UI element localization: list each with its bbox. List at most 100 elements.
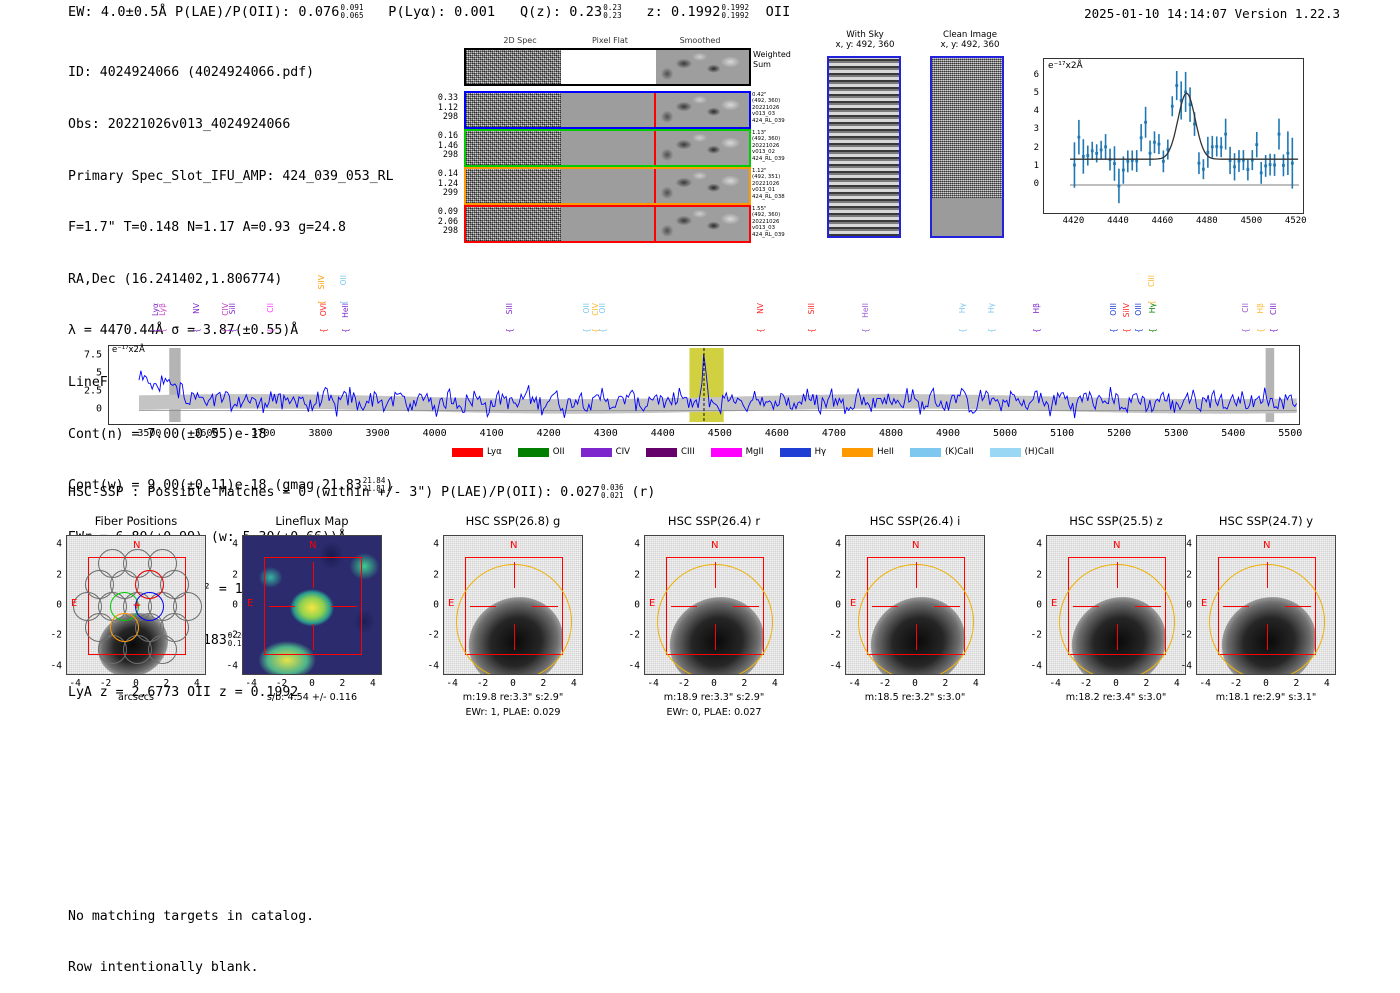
- line-id-label: OIII: [1109, 303, 1119, 316]
- tick-label: 4: [433, 538, 439, 550]
- panel-image-0[interactable]: + N E: [66, 535, 206, 675]
- tick-label: -2: [275, 678, 288, 689]
- tick-label: 3900: [365, 428, 390, 439]
- crosshair-right: [1135, 605, 1161, 607]
- tick-label: -2: [226, 629, 238, 641]
- legend-entry: CIV: [580, 447, 631, 457]
- tick-label: -2: [99, 678, 112, 689]
- tick-label: 4: [193, 678, 200, 689]
- tick-label: 4: [369, 678, 376, 689]
- line-id-label: OII: [339, 275, 349, 286]
- fiber-strip-2[interactable]: [464, 129, 751, 167]
- tick-label: -4: [848, 678, 860, 689]
- crosshair-top: [312, 562, 314, 588]
- hsc-plae-fraction: 0.036 0.021: [600, 483, 624, 500]
- crosshair-top: [714, 562, 716, 588]
- tick-label: 4400: [650, 428, 675, 439]
- panel-caption1-1: s/b: 4.54 +/- 0.116: [266, 692, 358, 703]
- tick-label: 4000: [422, 428, 447, 439]
- legend-label: HeII: [877, 447, 894, 457]
- header-summary-prefix: EW: 4.0±0.5Å P(LAE)/P(OII): 0.076: [68, 4, 340, 20]
- line-id-label: Lyβ: [157, 303, 167, 316]
- crosshair-bottom: [1266, 624, 1268, 650]
- panel-caption1-3: m:18.9 re:3.3" s:2.9": [663, 692, 765, 703]
- tick-label: 0: [634, 599, 640, 611]
- tick-label: 5100: [1050, 428, 1075, 439]
- tick-label: 4100: [479, 428, 504, 439]
- hsc-ssp-header: HSC-SSP : Possible Matches = 0 (within +…: [68, 483, 656, 501]
- tick-label: 4700: [821, 428, 846, 439]
- fiber-strip-1[interactable]: [464, 91, 751, 129]
- tick-label: -2: [476, 678, 489, 689]
- weighted-sum-strip: [464, 48, 751, 86]
- legend-label: OII: [552, 447, 565, 457]
- legend-swatch: [646, 447, 678, 457]
- legend-entry: HeII: [842, 447, 894, 457]
- tick-label: 4: [1186, 538, 1192, 550]
- tick-label: 0: [433, 599, 439, 611]
- with-sky-image[interactable]: [827, 56, 901, 238]
- tick-label: 2: [634, 569, 640, 581]
- crosshair-bottom: [1116, 624, 1118, 650]
- line-id-label: OII: [582, 303, 592, 314]
- tick-label: 4: [835, 538, 841, 550]
- tick-label: 4: [634, 538, 640, 550]
- line-id-bracket: {: [1133, 328, 1143, 334]
- fiber-circle[interactable]: [147, 634, 177, 664]
- tick-label: 0: [309, 678, 315, 689]
- tick-label: 2: [540, 678, 547, 689]
- clean-image-image[interactable]: [930, 56, 1004, 238]
- north-label: N: [133, 540, 141, 551]
- fiber2-smoothed: [656, 131, 749, 165]
- spectrum-highlight-band: [1265, 348, 1275, 422]
- line-id-bracket: {: [227, 328, 237, 334]
- fiber-circle-highlighted[interactable]: [135, 591, 164, 621]
- line-id-bracket: {: [504, 328, 514, 334]
- fiber-circle-highlighted[interactable]: [110, 613, 139, 642]
- line-id-bracket: {: [157, 328, 167, 334]
- line-id-label: Hγ: [958, 303, 968, 314]
- legend-label: (H)CaII: [1024, 447, 1055, 457]
- tick-label: 2: [163, 678, 170, 689]
- tick-label: 0: [1186, 599, 1192, 611]
- crosshair-bottom: [915, 624, 917, 650]
- tick-label: -4: [1180, 660, 1192, 672]
- tick-label: 4: [56, 538, 62, 550]
- crosshair-right: [532, 605, 558, 607]
- tick-label: -4: [446, 678, 458, 689]
- line-id-bracket: {: [192, 328, 202, 334]
- tick-label: 4800: [878, 428, 904, 439]
- tick-label: 5200: [1107, 428, 1132, 439]
- fiber-strip-3[interactable]: [464, 167, 751, 205]
- east-label: E: [247, 598, 254, 609]
- crosshair-left: [1073, 605, 1099, 607]
- tick-label: 2: [942, 678, 949, 689]
- line-id-label: Hγ: [986, 303, 996, 314]
- target-marker: +: [133, 598, 141, 613]
- fiber-strip-4[interactable]: [464, 205, 751, 243]
- crosshair-right: [331, 605, 357, 607]
- tick-label: 4420: [1062, 216, 1085, 226]
- fiber3-smoothed: [656, 169, 749, 203]
- header-z-suffix: OII: [765, 4, 791, 20]
- fiber4-info: 1.55" (492, 360) 20221026 v013_03 424_RL…: [752, 206, 785, 238]
- emission-line-zoom-plot[interactable]: e⁻¹⁷x2Å: [1043, 58, 1304, 214]
- full-spectrum-plot[interactable]: e⁻¹⁷x2Å: [108, 345, 1300, 425]
- legend-label: CIV: [615, 447, 631, 457]
- east-label: E: [649, 598, 656, 609]
- crosshair-top: [513, 562, 515, 588]
- east-label: E: [1051, 598, 1058, 609]
- line-id-bracket: {: [339, 300, 349, 306]
- legend-entry: Lyα: [452, 447, 502, 457]
- line-id-bracket: {: [319, 328, 329, 334]
- tick-label: 5: [1033, 88, 1039, 99]
- fiber2-values: 0.16 1.46 298: [437, 130, 458, 160]
- crosshair-left: [1223, 605, 1249, 607]
- tick-label: -2: [829, 629, 841, 641]
